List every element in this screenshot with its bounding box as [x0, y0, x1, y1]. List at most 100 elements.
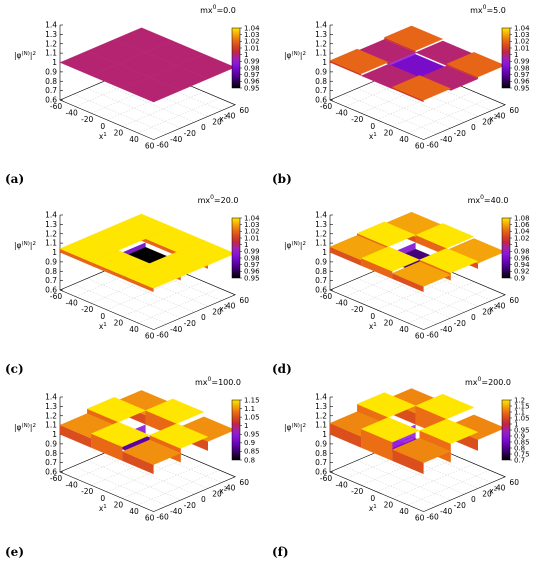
colorbar-tick-label: 0.99 — [244, 248, 260, 256]
z-tick-label: 1.2 — [315, 411, 327, 420]
colorbar-tick-label: 0.95 — [244, 274, 260, 282]
x1-axis-label: x1 — [99, 322, 107, 331]
x2-tick-label: -20 — [454, 501, 466, 510]
z-label-base: |φ — [14, 241, 22, 250]
colorbar — [231, 27, 241, 89]
colorbar-tick-label: 1.02 — [514, 38, 530, 46]
x1-label-superscript: 1 — [103, 132, 107, 138]
floor-grid-line — [384, 266, 479, 307]
colorbar-tick-label: 0.85 — [244, 448, 260, 456]
x2-label-base: x — [219, 486, 224, 495]
x2-tick-label: 60 — [239, 478, 249, 487]
z-tick-label: 1.3 — [45, 220, 57, 229]
z-tick-label: 1.2 — [45, 411, 57, 420]
x1-label-base: x — [369, 132, 374, 141]
colorbar-tick-label: 0.8 — [514, 444, 525, 452]
x1-tick-label: 20 — [384, 318, 394, 327]
z-label-base: |φ — [284, 241, 292, 250]
x1-label-superscript: 1 — [103, 322, 107, 328]
x2-label-superscript: 2 — [494, 304, 498, 310]
title-value: =200.0 — [481, 378, 511, 387]
z-tick-label: 1.3 — [45, 30, 57, 39]
colorbar-tick-label: 0.96 — [244, 268, 260, 276]
floor-grid-line — [384, 448, 479, 489]
colorbar-tick-label: 1.01 — [244, 44, 260, 52]
surface-patch — [415, 393, 475, 420]
colorbar-tick-label: 0.95 — [244, 431, 260, 439]
x1-tick-label: -60 — [50, 474, 62, 483]
x2-tick-label: 40 — [226, 302, 236, 311]
x2-tick-label: 20 — [212, 117, 222, 126]
z-label-bar: | — [300, 51, 303, 60]
x2-tick-label: 0 — [201, 495, 206, 504]
x2-tick-label: 0 — [471, 313, 476, 322]
colorbar — [501, 27, 511, 89]
surface — [329, 388, 506, 475]
colorbar — [501, 217, 511, 279]
title-base: mx — [468, 196, 481, 205]
z-label-square: 2 — [32, 51, 36, 57]
x1-tick-label: -20 — [81, 115, 93, 124]
floor-grid-line — [73, 465, 168, 507]
title-value: =5.0 — [486, 6, 505, 15]
surface — [329, 25, 506, 103]
x2-tick-label: 20 — [482, 307, 492, 316]
x1-tick-label: 40 — [129, 325, 139, 334]
surface-wall — [330, 246, 362, 266]
x1-label-superscript: 1 — [373, 132, 377, 138]
surface-patch — [360, 417, 420, 443]
x2-tick-label: -20 — [454, 319, 466, 328]
colorbar-tick-label: 1.01 — [244, 234, 260, 242]
surface-wall — [145, 238, 177, 256]
x2-tick-label: -60 — [156, 513, 168, 522]
x2-label-base: x — [489, 486, 494, 495]
title-base: mx — [198, 196, 211, 205]
x2-tick-label: 0 — [471, 123, 476, 132]
x1-tick-label: 20 — [384, 500, 394, 509]
z-label-square: 2 — [302, 241, 306, 247]
x1-tick-label: 20 — [384, 128, 394, 137]
surface-patch — [356, 221, 416, 247]
x1-label-base: x — [99, 504, 104, 513]
title-superscript: 0 — [213, 4, 217, 11]
z-label-bar: | — [300, 241, 303, 250]
floor-grid-line — [114, 76, 209, 117]
surface-patch — [419, 418, 479, 444]
x2-tick-label: 40 — [496, 484, 506, 493]
surface-plot-e: mx0=100.00.60.70.80.911.11.21.31.4|φ(N)|… — [14, 376, 260, 523]
colorbar-tick-label: 0.95 — [514, 84, 530, 92]
surface-wall — [122, 275, 154, 293]
z-tick-label: 0.9 — [315, 257, 327, 266]
colorbar-tick-label: 1.04 — [514, 24, 530, 32]
z-tick-label: 0.9 — [315, 67, 327, 76]
colorbar — [501, 399, 511, 461]
z-label-superscript: (N) — [292, 241, 300, 247]
z-tick-label: 0.7 — [315, 276, 327, 285]
x2-label-superscript: 2 — [224, 486, 228, 492]
title-superscript: 0 — [210, 194, 214, 201]
surface-patch — [122, 77, 182, 103]
z-axis-label: |φ(N)|2 — [14, 423, 36, 432]
x1-tick-label: -60 — [50, 102, 62, 111]
colorbar-tick-label: 1 — [514, 241, 518, 249]
x1-label-base: x — [369, 504, 374, 513]
surface-patch — [384, 25, 444, 51]
x1-tick-label: -20 — [81, 305, 93, 314]
surface-patch — [356, 392, 416, 418]
colorbar — [231, 217, 241, 279]
colorbar-tick-label: 1.05 — [514, 414, 530, 422]
floor-grid-line — [343, 93, 438, 135]
x2-tick-label: -40 — [440, 325, 452, 334]
colorbar-tick-label: 0.94 — [514, 261, 530, 269]
colorbar-tick-label: 0.96 — [244, 78, 260, 86]
x2-tick-label: 60 — [509, 106, 519, 115]
colorbar-tick-label: 0.99 — [514, 58, 530, 66]
z-tick-label: 1.3 — [315, 30, 327, 39]
z-tick-label: 1.3 — [315, 220, 327, 229]
colorbar-tick-label: 1.02 — [244, 38, 260, 46]
z-tick-label: 0.9 — [45, 67, 57, 76]
z-tick-label: 1.1 — [45, 49, 57, 58]
x1-tick-label: 0 — [370, 312, 375, 321]
floor-grid-line — [127, 70, 222, 111]
